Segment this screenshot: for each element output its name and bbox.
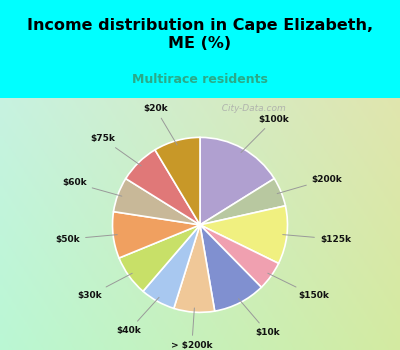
Wedge shape	[200, 225, 278, 287]
Wedge shape	[200, 137, 274, 225]
Text: $75k: $75k	[90, 134, 141, 166]
Text: $150k: $150k	[268, 273, 329, 300]
Text: $50k: $50k	[56, 234, 117, 244]
Text: $60k: $60k	[62, 178, 122, 196]
Wedge shape	[114, 178, 200, 225]
Text: $20k: $20k	[143, 104, 177, 145]
Wedge shape	[112, 212, 200, 258]
Wedge shape	[200, 206, 288, 264]
Wedge shape	[200, 225, 261, 311]
Wedge shape	[143, 225, 200, 308]
Wedge shape	[155, 137, 200, 225]
Wedge shape	[126, 150, 200, 225]
Wedge shape	[200, 178, 285, 225]
Text: $40k: $40k	[117, 297, 159, 335]
Text: Income distribution in Cape Elizabeth,
ME (%): Income distribution in Cape Elizabeth, M…	[27, 18, 373, 51]
Text: $100k: $100k	[241, 115, 289, 153]
Text: $10k: $10k	[238, 299, 280, 337]
Text: City-Data.com: City-Data.com	[216, 104, 286, 113]
Text: $125k: $125k	[283, 234, 351, 244]
Wedge shape	[174, 225, 215, 313]
Text: Multirace residents: Multirace residents	[132, 73, 268, 86]
Text: $30k: $30k	[78, 273, 132, 300]
Text: $200k: $200k	[277, 175, 342, 194]
Text: > $200k: > $200k	[171, 308, 212, 350]
Wedge shape	[119, 225, 200, 291]
